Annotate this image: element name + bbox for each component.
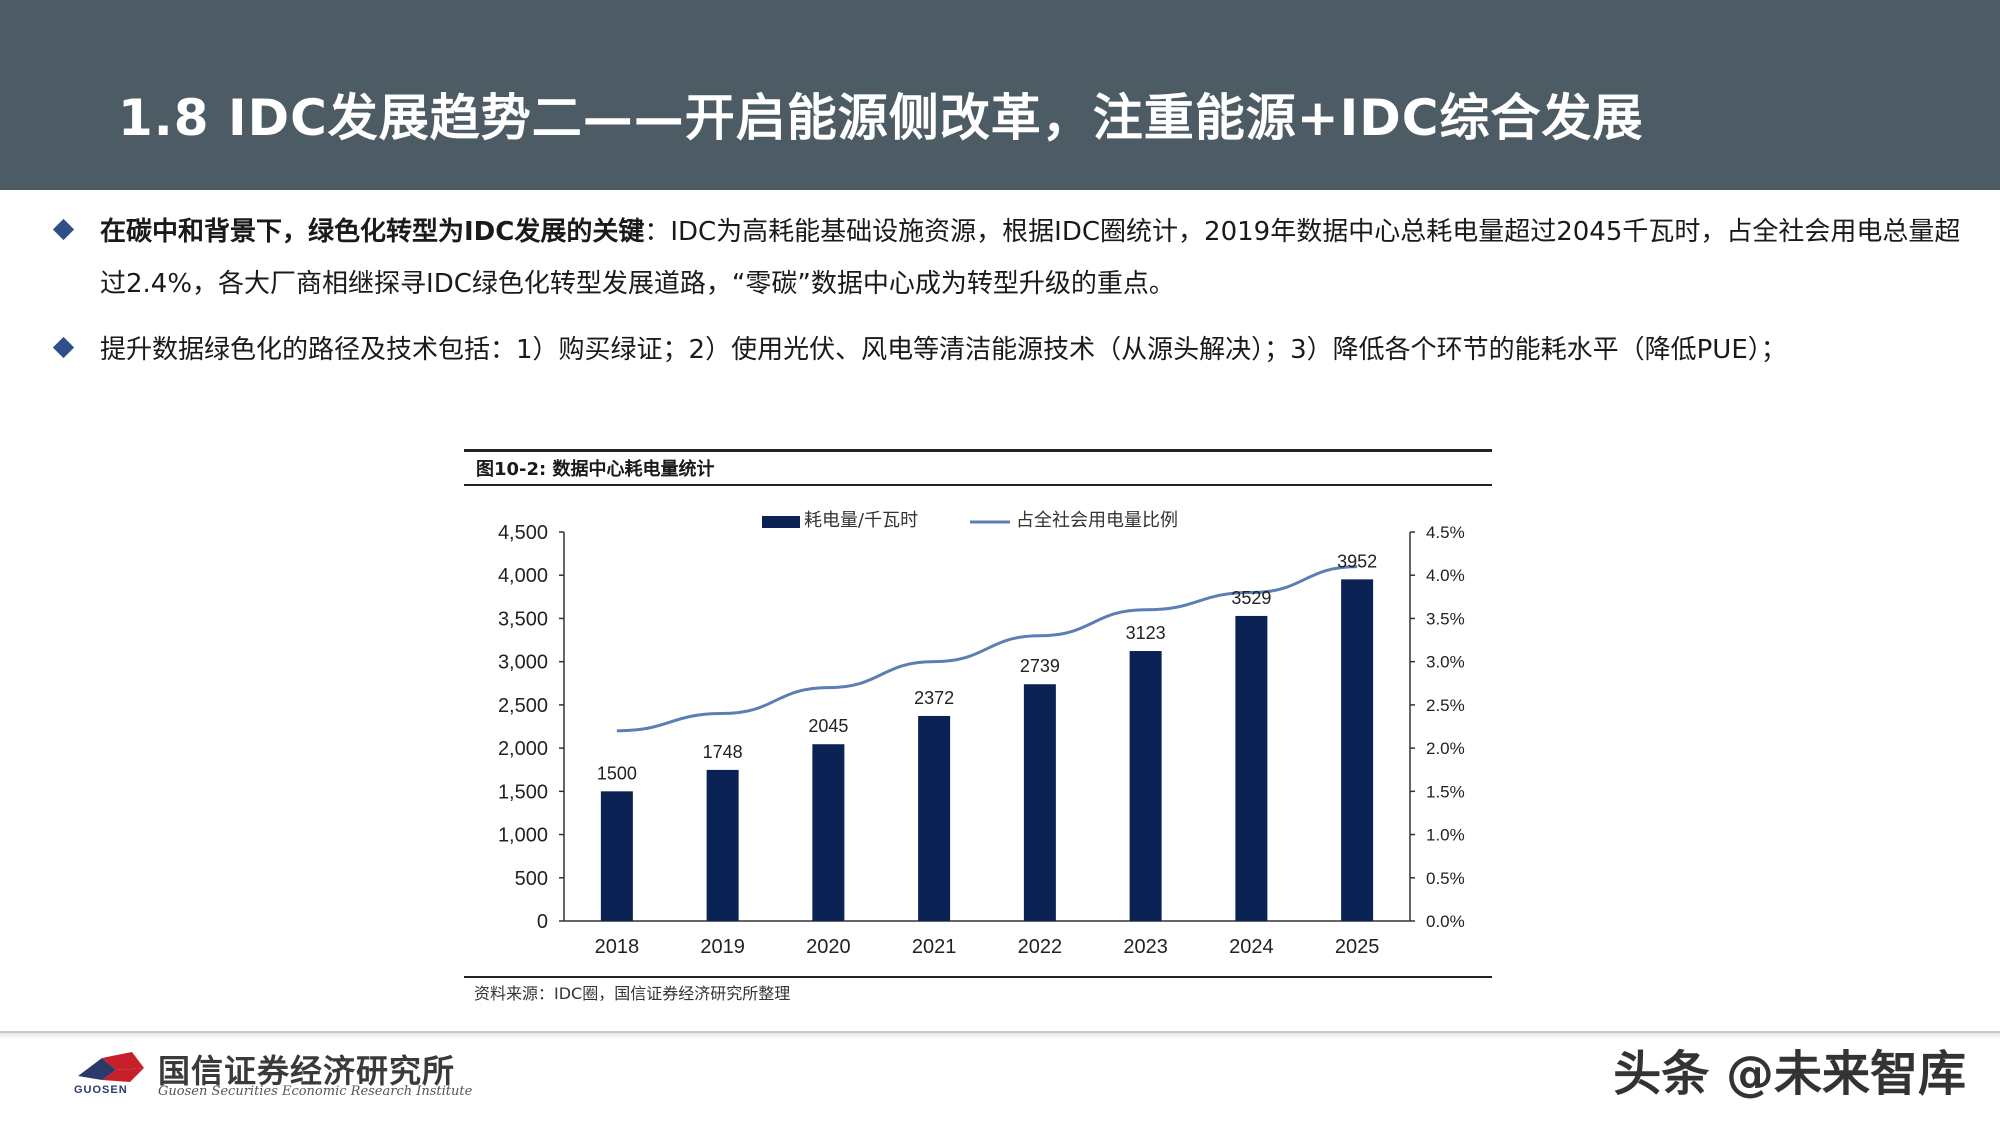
bar bbox=[1341, 579, 1374, 921]
bar-data-label: 3952 bbox=[1337, 551, 1377, 571]
ratio-line bbox=[616, 565, 1358, 733]
footer-shadow bbox=[0, 1033, 2000, 1039]
y-right-tick-label: 4.0% bbox=[1426, 566, 1465, 585]
logo-chinese-name: 国信证券经济研究所 bbox=[158, 1052, 456, 1090]
bullet-bold-1: 在碳中和背景下，绿色化转型为IDC发展的关键 bbox=[100, 217, 645, 247]
bar-data-label: 2045 bbox=[808, 716, 848, 736]
figure-caption-rule bbox=[464, 484, 1492, 486]
logo-english-name: Guosen Securities Economic Research Inst… bbox=[158, 1084, 473, 1099]
y-left-tick-label: 3,000 bbox=[498, 652, 548, 674]
y-left-tick-label: 2,000 bbox=[498, 738, 548, 760]
figure-bottom-rule bbox=[464, 976, 1492, 978]
y-left-tick-label: 2,500 bbox=[498, 695, 548, 717]
y-left-tick-label: 1,000 bbox=[498, 825, 548, 847]
x-tick-label: 2021 bbox=[912, 936, 957, 958]
bullet-text-2: 提升数据绿色化的路径及技术包括：1）购买绿证；2）使用光伏、风电等清洁能源技术（… bbox=[100, 324, 1970, 376]
bullet-text-1: 在碳中和背景下，绿色化转型为IDC发展的关键：IDC为高耗能基础设施资源，根据I… bbox=[100, 206, 1970, 310]
x-tick-label: 2024 bbox=[1229, 936, 1274, 958]
power-consumption-chart: 0 500 1,000 1,500 2,000 2,500 3,000 3,500 4,000 4… bbox=[498, 510, 1465, 958]
y-right-tick-label: 4.5% bbox=[1426, 523, 1465, 542]
x-tick-label: 2018 bbox=[595, 936, 640, 958]
diamond-bullet-icon bbox=[52, 336, 75, 359]
watermark: 头条 @未来智库 bbox=[1613, 1046, 1966, 1102]
chart-axes: 0 500 1,000 1,500 2,000 2,500 3,000 3,500 4,000 4… bbox=[498, 522, 1465, 958]
y-right-tick-label: 0.5% bbox=[1426, 869, 1465, 888]
x-tick-label: 2025 bbox=[1335, 936, 1380, 958]
chart-legend: 耗电量/千瓦时 占全社会用电量比例 bbox=[762, 510, 1178, 531]
bullet-body-2: 提升数据绿色化的路径及技术包括：1）购买绿证；2）使用光伏、风电等清洁能源技术（… bbox=[100, 335, 1787, 365]
y-left-tick-label: 0 bbox=[537, 911, 548, 933]
x-tick-label: 2022 bbox=[1018, 936, 1063, 958]
bar bbox=[1023, 684, 1056, 921]
bar-data-label: 1748 bbox=[703, 742, 743, 762]
diamond-bullet-icon bbox=[52, 218, 75, 241]
y-left-tick-label: 500 bbox=[515, 868, 548, 890]
x-tick-label: 2019 bbox=[700, 936, 745, 958]
bar bbox=[600, 791, 633, 921]
y-left-tick-label: 3,500 bbox=[498, 608, 548, 630]
figure-top-rule bbox=[464, 449, 1492, 452]
chart-line bbox=[616, 565, 1358, 733]
y-left-tick-label: 4,000 bbox=[498, 565, 548, 587]
bar bbox=[918, 715, 951, 921]
bar-data-label: 3529 bbox=[1231, 588, 1271, 608]
bar bbox=[1235, 615, 1268, 921]
chart-bars bbox=[600, 579, 1374, 921]
y-right-tick-label: 2.5% bbox=[1426, 696, 1465, 715]
bar bbox=[706, 769, 739, 921]
bar bbox=[812, 744, 845, 921]
y-right-tick-label: 0.0% bbox=[1426, 912, 1465, 931]
legend-line-label: 占全社会用电量比例 bbox=[1016, 510, 1178, 531]
y-right-tick-label: 2.0% bbox=[1426, 739, 1465, 758]
x-tick-label: 2023 bbox=[1123, 936, 1168, 958]
bullet-body-1: ：IDC为高耗能基础设施资源，根据IDC圈统计，2019年数据中心总耗电量超过2… bbox=[100, 217, 1961, 299]
y-right-tick-label: 1.0% bbox=[1426, 826, 1465, 845]
bar-data-label: 2372 bbox=[914, 688, 954, 708]
legend-bar-label: 耗电量/千瓦时 bbox=[804, 510, 918, 531]
x-tick-label: 2020 bbox=[806, 936, 851, 958]
y-right-tick-label: 3.0% bbox=[1426, 653, 1465, 672]
figure-caption: 图10-2: 数据中心耗电量统计 bbox=[476, 459, 715, 480]
footer-divider bbox=[0, 1031, 2000, 1033]
figure-source: 资料来源：IDC圈，国信证券经济研究所整理 bbox=[474, 984, 791, 1003]
header-bar: 1.8 IDC发展趋势二——开启能源侧改革，注重能源+IDC综合发展 bbox=[0, 0, 2000, 190]
y-right-tick-label: 3.5% bbox=[1426, 609, 1465, 628]
bar-data-label: 3123 bbox=[1126, 623, 1166, 643]
y-left-tick-label: 1,500 bbox=[498, 781, 548, 803]
page-title: 1.8 IDC发展趋势二——开启能源侧改革，注重能源+IDC综合发展 bbox=[118, 89, 1644, 147]
logo-mark-text: GUOSEN bbox=[74, 1084, 128, 1096]
chart-labels: 1500 1748 2045 2372 2739 3123 3529 3952 bbox=[597, 551, 1377, 783]
legend-bar-swatch bbox=[762, 516, 800, 528]
bar bbox=[1129, 651, 1162, 921]
bar-data-label: 2739 bbox=[1020, 656, 1060, 676]
bar-data-label: 1500 bbox=[597, 763, 637, 783]
y-right-tick-label: 1.5% bbox=[1426, 782, 1465, 801]
y-left-tick-label: 4,500 bbox=[498, 522, 548, 544]
guosen-logo-icon bbox=[78, 1052, 144, 1082]
